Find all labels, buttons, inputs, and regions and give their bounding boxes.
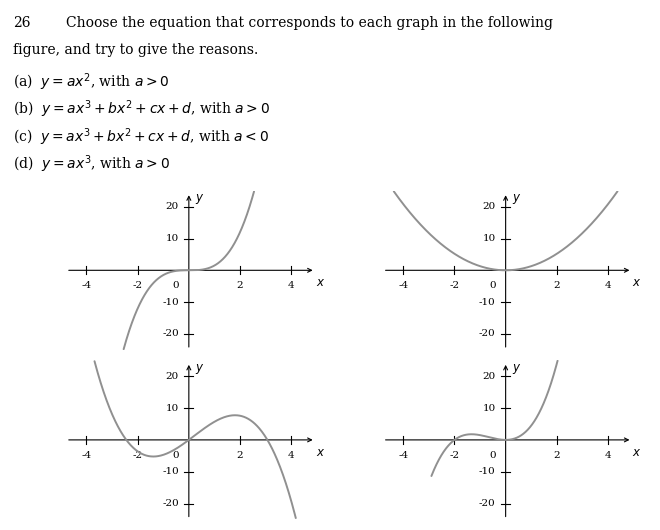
Text: $y$: $y$ [195, 192, 205, 206]
Text: -4: -4 [398, 281, 409, 290]
Text: -10: -10 [479, 298, 496, 306]
Text: -20: -20 [162, 330, 179, 338]
Text: -4: -4 [81, 451, 92, 460]
Text: Choose the equation that corresponds to each graph in the following: Choose the equation that corresponds to … [66, 16, 553, 30]
Text: 20: 20 [482, 202, 496, 211]
Text: 0: 0 [172, 451, 179, 460]
Text: -20: -20 [162, 499, 179, 508]
Text: -4: -4 [81, 281, 92, 290]
Text: (2): (2) [498, 369, 518, 383]
Text: 0: 0 [489, 281, 496, 290]
Text: (a)  $y=ax^2$, with $a>0$: (a) $y=ax^2$, with $a>0$ [13, 71, 170, 93]
Text: 2: 2 [237, 451, 244, 460]
Text: $y$: $y$ [195, 362, 205, 376]
Text: 20: 20 [166, 372, 179, 381]
Text: -2: -2 [449, 451, 459, 460]
Text: 20: 20 [166, 202, 179, 211]
Text: 2: 2 [554, 281, 560, 290]
Text: 10: 10 [166, 234, 179, 243]
Text: -2: -2 [133, 281, 143, 290]
Text: $y$: $y$ [512, 362, 521, 376]
Text: (1): (1) [182, 369, 201, 383]
Text: 4: 4 [605, 281, 611, 290]
Text: 10: 10 [166, 404, 179, 412]
Text: $x$: $x$ [315, 276, 325, 289]
Text: 2: 2 [554, 451, 560, 460]
Text: $y$: $y$ [512, 192, 521, 206]
Text: (c)  $y=ax^3+bx^2+cx+d$, with $a<0$: (c) $y=ax^3+bx^2+cx+d$, with $a<0$ [13, 126, 269, 148]
Text: 2: 2 [237, 281, 244, 290]
Text: 10: 10 [482, 404, 496, 412]
Text: 0: 0 [172, 281, 179, 290]
Text: -20: -20 [479, 499, 496, 508]
Text: -10: -10 [162, 467, 179, 476]
Text: $x$: $x$ [632, 276, 642, 289]
Text: figure, and try to give the reasons.: figure, and try to give the reasons. [13, 43, 259, 57]
Text: 4: 4 [288, 451, 294, 460]
Text: -2: -2 [449, 281, 459, 290]
Text: 0: 0 [489, 451, 496, 460]
Text: -20: -20 [479, 330, 496, 338]
Text: 10: 10 [482, 234, 496, 243]
Text: 20: 20 [482, 372, 496, 381]
Text: -10: -10 [479, 467, 496, 476]
Text: 4: 4 [605, 451, 611, 460]
Text: (d)  $y=ax^3$, with $a>0$: (d) $y=ax^3$, with $a>0$ [13, 154, 170, 175]
Text: -10: -10 [162, 298, 179, 306]
Text: -4: -4 [398, 451, 409, 460]
Text: $x$: $x$ [315, 446, 325, 458]
Text: 4: 4 [288, 281, 294, 290]
Text: (b)  $y=ax^3+bx^2+cx+d$, with $a>0$: (b) $y=ax^3+bx^2+cx+d$, with $a>0$ [13, 99, 271, 120]
Text: -2: -2 [133, 451, 143, 460]
Text: $x$: $x$ [632, 446, 642, 458]
Text: 26: 26 [13, 16, 31, 30]
